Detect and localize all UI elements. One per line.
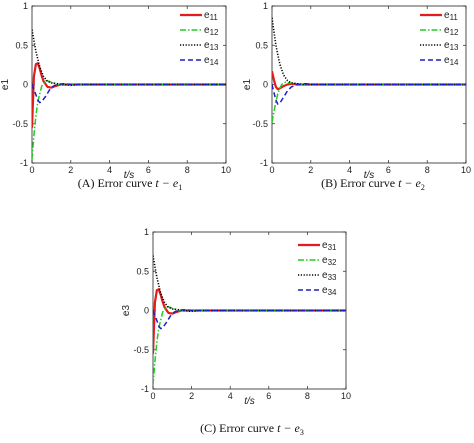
y-tick-label: 0.5	[136, 266, 149, 276]
series-line-e11	[272, 70, 466, 91]
y-tick-label: 1	[23, 1, 28, 11]
x-tick-label: 6	[386, 165, 391, 175]
legend-label-e31: e31	[322, 240, 337, 252]
legend-label-e33: e33	[322, 270, 337, 282]
series-line-e33	[153, 255, 346, 313]
y-tick-label: -1	[260, 158, 268, 168]
panel-caption: (A) Error curve t − e1	[78, 176, 182, 192]
x-axis-label: t/s	[364, 170, 375, 181]
series-line-e13	[272, 17, 466, 86]
legend: e31 e32 e33 e34	[298, 240, 337, 297]
panel-c: 0 2 4 6 8 10 -1 -0.5 0 0.5 1 t/s e3 e31 e32 e33 e34 (C) E…	[121, 227, 351, 437]
legend-label-e12: e12	[204, 25, 219, 37]
x-tick-label: 10	[341, 391, 351, 401]
x-tick-label: 4	[228, 391, 233, 401]
y-tick-label: -1	[20, 158, 28, 168]
series-line-e12	[272, 81, 466, 123]
x-tick-label: 10	[461, 165, 471, 175]
legend-label-e14: e14	[204, 55, 219, 67]
y-tick-label: 1	[144, 227, 149, 237]
panel-caption: (B) Error curve t − e2	[321, 176, 425, 192]
x-tick-label: 2	[308, 165, 313, 175]
series-line-e11	[32, 62, 226, 128]
x-tick-label: 4	[107, 165, 112, 175]
legend-label-e14: e14	[444, 55, 459, 67]
series-line-e12	[32, 79, 226, 160]
y-tick-label: 1	[263, 1, 268, 11]
panel-a: 0 2 4 6 8 10 -1 -0.5 0 0.5 1 t/s e1 e11 e12 e13 e14 (A) E…	[0, 1, 231, 192]
series-line-e13	[32, 29, 226, 87]
legend: e11 e12 e13 e14	[180, 10, 219, 67]
y-axis-label: e1	[0, 79, 11, 91]
x-tick-label: 2	[68, 165, 73, 175]
x-axis-label: t/s	[124, 170, 135, 181]
legend-label-e11: e11	[204, 10, 218, 22]
y-tick-label: 0.5	[15, 40, 28, 50]
x-tick-label: 8	[185, 165, 190, 175]
y-axis-label: e1	[242, 79, 253, 91]
legend-label-e34: e34	[322, 285, 337, 297]
series-line-e31	[153, 288, 346, 354]
x-tick-label: 4	[347, 165, 352, 175]
panel-b: 0 2 4 6 8 10 -1 -0.5 0 0.5 1 t/s e1 e11 e12 e13 e14 (B) E…	[242, 1, 471, 192]
x-tick-label: 0	[269, 165, 274, 175]
legend-label-e12: e12	[444, 25, 459, 37]
x-tick-label: 8	[305, 391, 310, 401]
y-tick-label: 0	[23, 80, 28, 90]
y-tick-label: -0.5	[12, 119, 28, 129]
x-tick-label: 10	[221, 165, 231, 175]
y-tick-label: 0.5	[255, 40, 268, 50]
legend-label-e13: e13	[444, 40, 459, 52]
x-tick-label: 2	[189, 391, 194, 401]
y-tick-label: -1	[141, 384, 149, 394]
y-tick-label: -0.5	[133, 345, 149, 355]
x-tick-label: 8	[425, 165, 430, 175]
x-axis-label: t/s	[244, 396, 255, 407]
x-tick-label: 0	[150, 391, 155, 401]
y-tick-label: 0	[263, 80, 268, 90]
series-line-e32	[153, 305, 346, 386]
x-tick-label: 6	[146, 165, 151, 175]
x-tick-label: 6	[266, 391, 271, 401]
y-tick-label: 0	[144, 306, 149, 316]
legend-label-e13: e13	[204, 40, 219, 52]
y-tick-label: -0.5	[252, 119, 268, 129]
legend: e11 e12 e13 e14	[420, 10, 459, 67]
series-line-e34	[153, 308, 346, 330]
series-line-e14	[272, 82, 466, 105]
legend-label-e11: e11	[444, 10, 458, 22]
series-line-e14	[32, 82, 226, 104]
y-axis-label: e3	[121, 305, 132, 317]
legend-label-e32: e32	[322, 255, 337, 267]
panel-caption: (C) Error curve t − e3	[200, 421, 304, 437]
x-tick-label: 0	[29, 165, 34, 175]
